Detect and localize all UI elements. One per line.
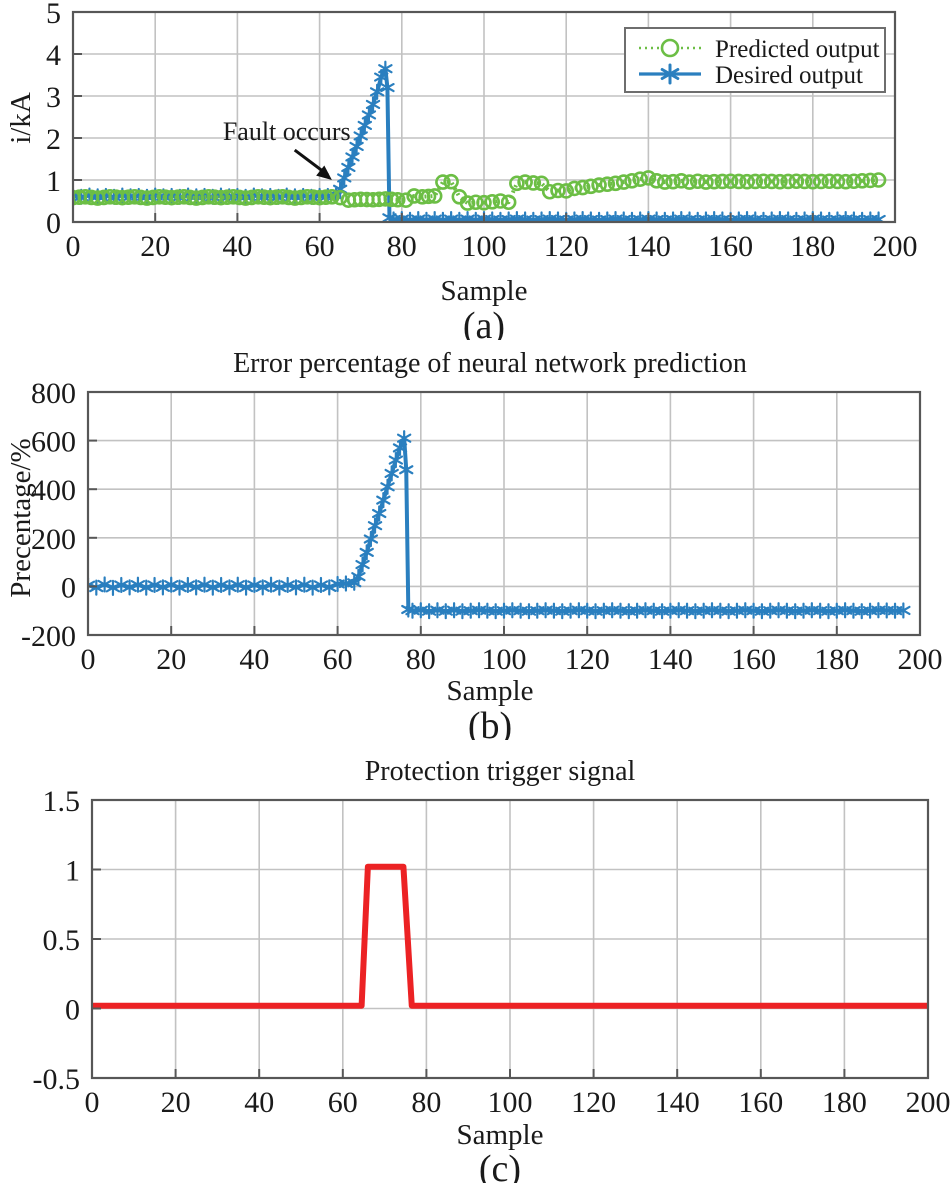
- y-tick-label: 0: [65, 994, 80, 1027]
- x-tick-label: 20: [140, 230, 170, 263]
- x-tick-label: 140: [648, 643, 693, 676]
- panel-b-series: [88, 430, 911, 620]
- y-tick-label: 800: [31, 377, 76, 410]
- y-tick-label: 5: [46, 0, 61, 30]
- panel-c-tick-labels: -0.500.511.50 20 40 60 80 100 120 140 160 180 200: [33, 785, 950, 1119]
- x-tick-label: 140: [655, 1086, 700, 1119]
- panel-b-title: Error percentage of neural network predi…: [233, 348, 747, 379]
- y-tick-label: 4: [46, 39, 61, 72]
- y-tick-label: 1: [46, 165, 61, 198]
- y-tick-label: 0: [46, 207, 61, 240]
- y-tick-label: 400: [31, 474, 76, 507]
- x-tick-label: 100: [462, 230, 507, 263]
- panel-c-title: Protection trigger signal: [365, 756, 636, 787]
- x-tick-label: 120: [565, 643, 610, 676]
- x-tick-label: 100: [482, 643, 527, 676]
- panel-c-chart: Protection trigger signal -0.500.511.50 2…: [33, 756, 950, 1183]
- subplot-a: 0 1 2 3 4 5 0 20 40 60 80 100 120 140 160 180 200 Fault …: [0, 0, 950, 340]
- panel-c-x-axis-title: Sample: [457, 1119, 544, 1151]
- y-tick-label: -200: [21, 620, 76, 653]
- x-tick-label: 80: [406, 643, 436, 676]
- panel-b-gridlines: [88, 392, 920, 635]
- x-tick-label: 0: [81, 643, 96, 676]
- x-tick-label: 80: [387, 230, 417, 263]
- panel-a-y-axis-title-italic: i: [5, 136, 37, 144]
- panel-b-x-axis-title: Sample: [447, 675, 534, 707]
- legend-box: [624, 27, 886, 93]
- series-line-protection-trigger-signal: [92, 863, 928, 1009]
- panel-b-chart: Error percentage of neural network predi…: [5, 348, 943, 740]
- legend-label: Predicted output: [715, 36, 880, 63]
- panel-a-y-axis-title-rest: /kA: [5, 92, 37, 136]
- x-tick-label: 180: [790, 230, 835, 263]
- x-tick-label: 160: [708, 230, 753, 263]
- x-tick-label: 0: [85, 1086, 100, 1119]
- legend-label: Desired output: [715, 62, 863, 89]
- x-tick-label: 60: [305, 230, 335, 263]
- x-tick-label: 200: [906, 1086, 950, 1119]
- x-tick-label: 20: [156, 643, 186, 676]
- y-tick-label: 600: [31, 426, 76, 459]
- x-tick-label: 160: [738, 1086, 783, 1119]
- y-tick-label: 200: [31, 523, 76, 556]
- x-tick-label: 40: [222, 230, 252, 263]
- x-tick-label: 60: [323, 643, 353, 676]
- x-tick-label: 60: [328, 1086, 358, 1119]
- panel-c-caption: (c): [479, 1148, 521, 1183]
- x-tick-label: 120: [571, 1086, 616, 1119]
- panel-a-x-axis-title: Sample: [441, 275, 528, 307]
- x-tick-label: 160: [731, 643, 776, 676]
- y-tick-label: 3: [46, 81, 61, 114]
- panel-a-axes: [71, 10, 897, 224]
- panel-b-caption: (b): [468, 705, 512, 740]
- x-tick-label: 200: [873, 230, 918, 263]
- panel-c-axes: [90, 798, 930, 1080]
- y-tick-label: 1.5: [43, 785, 81, 818]
- x-tick-label: 120: [544, 230, 589, 263]
- x-tick-label: 20: [161, 1086, 191, 1119]
- series-markers-error-percentage: [88, 430, 911, 620]
- x-tick-label: 0: [66, 230, 81, 263]
- svg-text:i/kA: i/kA: [5, 92, 37, 144]
- fault-occurs-annotation-label: Fault occurs: [223, 117, 351, 146]
- panel-b-axes: [86, 390, 922, 637]
- x-tick-label: 180: [814, 643, 859, 676]
- fault-occurs-arrow-head: [316, 165, 332, 180]
- subplot-b: Error percentage of neural network predi…: [0, 340, 950, 740]
- series-line-predicted-output: [73, 175, 879, 206]
- panel-b-y-axis-title: Precentage/%: [5, 438, 37, 597]
- y-tick-label: 0.5: [43, 924, 81, 957]
- y-tick-label: 2: [46, 123, 61, 156]
- x-tick-label: 200: [898, 643, 943, 676]
- x-tick-label: 180: [822, 1086, 867, 1119]
- panel-c-series: [92, 863, 928, 1009]
- legend-marker-circle-icon: [660, 38, 680, 58]
- x-tick-label: 80: [411, 1086, 441, 1119]
- x-tick-label: 140: [626, 230, 671, 263]
- subplot-c: Protection trigger signal -0.5 0 0.5 1 1.5 0 2…: [0, 740, 950, 1183]
- panel-a-caption: (a): [463, 305, 505, 340]
- legend-marker-asterisk-icon: [660, 63, 680, 85]
- x-tick-label: 100: [488, 1086, 533, 1119]
- panel-c-gridlines: [92, 800, 928, 1078]
- y-tick-label: 0: [61, 571, 76, 604]
- series-markers-predicted-output: [73, 170, 887, 211]
- x-tick-label: 40: [244, 1086, 274, 1119]
- y-tick-label: -0.5: [33, 1063, 81, 1096]
- y-tick-label: 1: [65, 855, 80, 888]
- x-tick-label: 40: [239, 643, 269, 676]
- panel-a-annotation: Fault occurs: [223, 117, 351, 180]
- panel-a-y-axis-title: i/kA: [5, 92, 37, 144]
